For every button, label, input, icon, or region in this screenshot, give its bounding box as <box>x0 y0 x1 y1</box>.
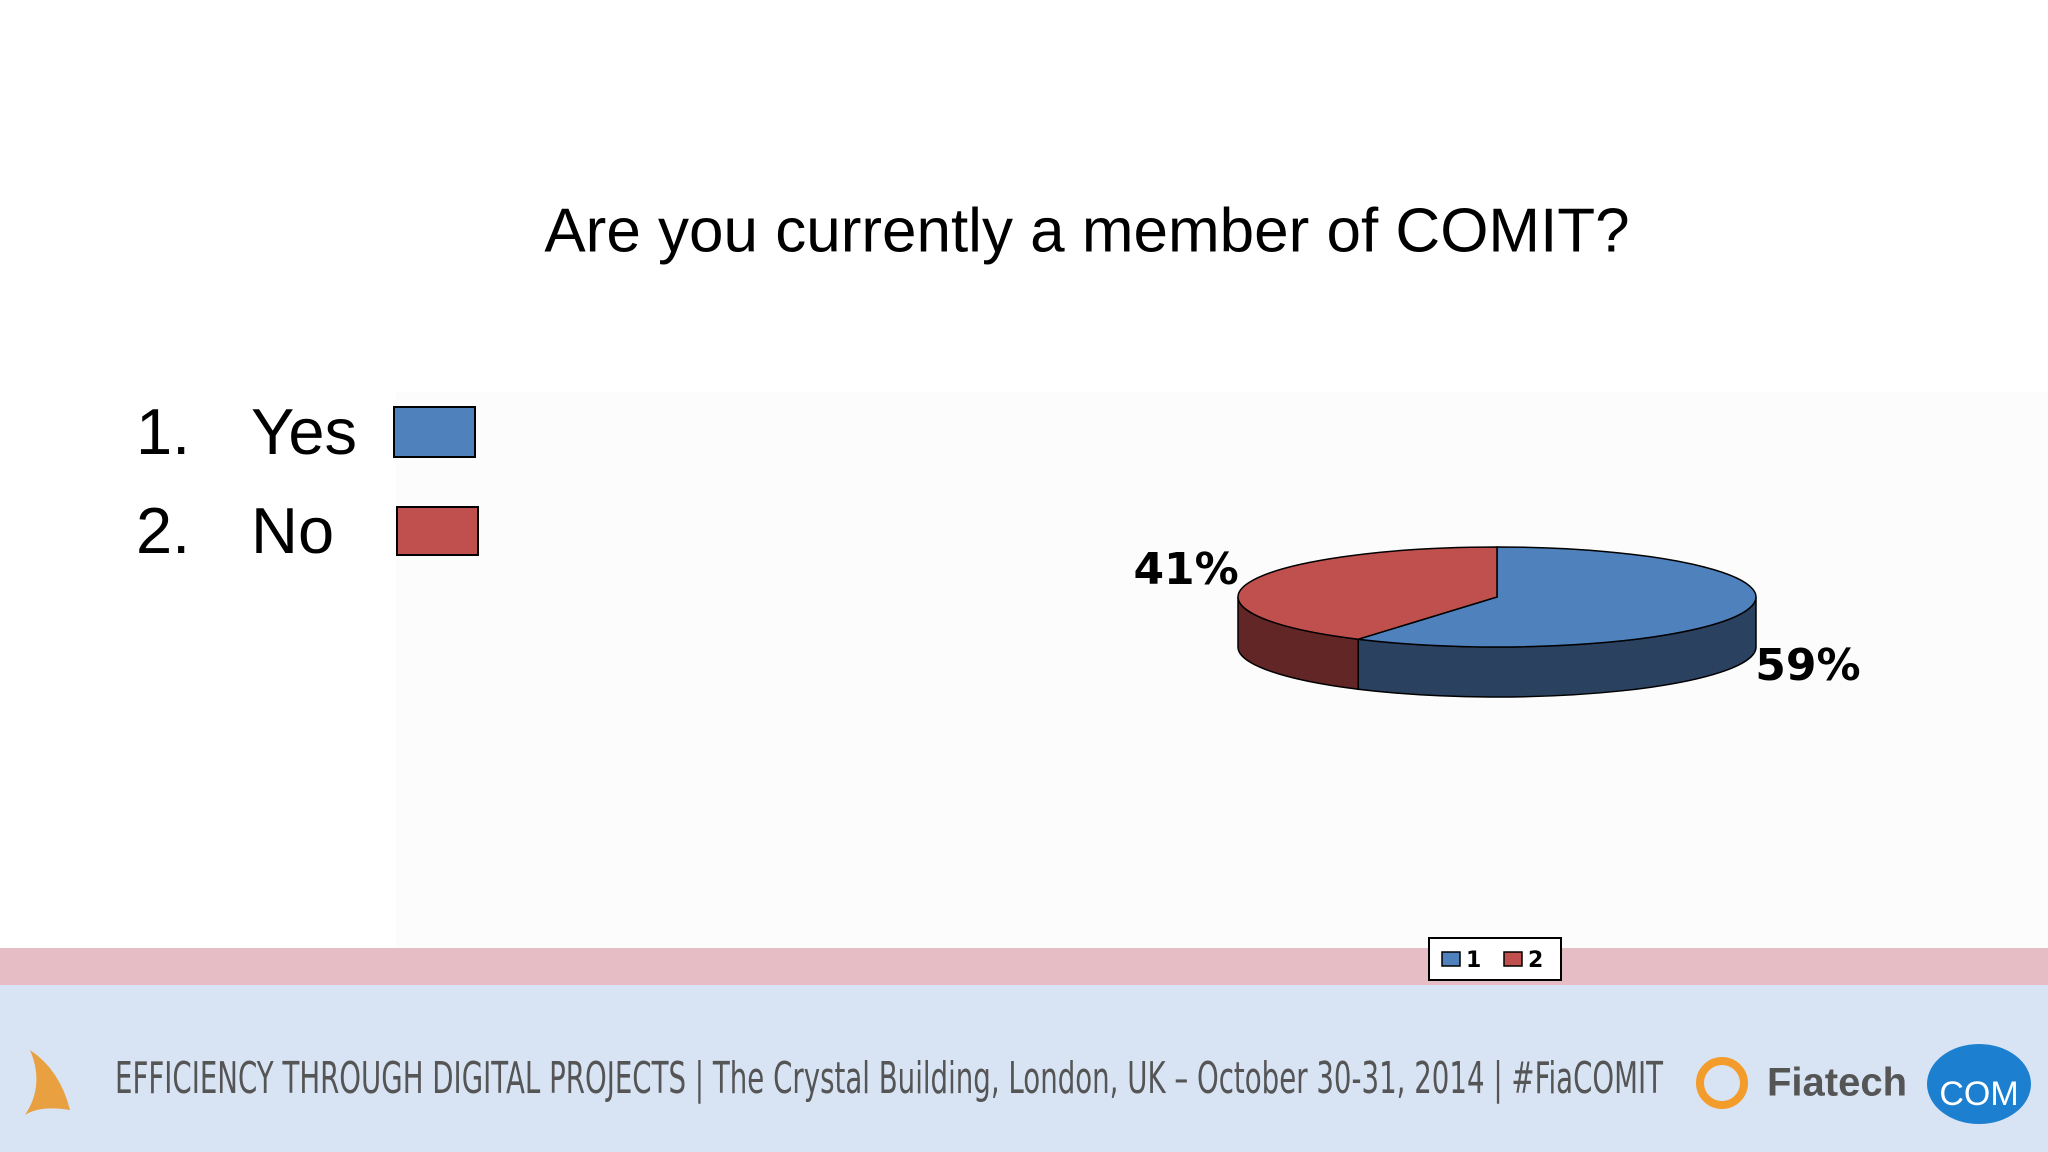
option-label: No <box>251 494 334 567</box>
footer-logo <box>25 1050 70 1115</box>
legend-label: 1 <box>1466 948 1481 973</box>
option-swatch <box>393 406 476 458</box>
chart-title: Are you currently a member of COMIT? <box>544 196 1629 265</box>
legend-label: 2 <box>1528 948 1543 973</box>
option-label: Yes <box>251 395 357 468</box>
fiatech-icon <box>1696 1057 1748 1109</box>
pie: 59% 41% <box>1133 544 1861 698</box>
legend-swatch <box>1441 951 1461 967</box>
com-logo <box>1927 1044 2031 1124</box>
option-swatch <box>396 506 479 556</box>
option-number: 1. <box>136 395 190 468</box>
value-label: 59% <box>1755 640 1860 691</box>
chart-area <box>396 392 2048 948</box>
logo-text: Fiatech <box>1767 1061 1907 1105</box>
legend-swatch <box>1503 951 1523 967</box>
option-number: 2. <box>136 494 190 567</box>
logo-text: COM <box>1939 1075 2018 1113</box>
slice <box>1237 546 1498 640</box>
pink-band <box>0 948 2048 985</box>
slice <box>1358 546 1757 648</box>
footer-text: EFFICIENCY THROUGH DIGITAL PROJECTS | Th… <box>115 1053 1663 1104</box>
value-label: 41% <box>1133 544 1238 595</box>
